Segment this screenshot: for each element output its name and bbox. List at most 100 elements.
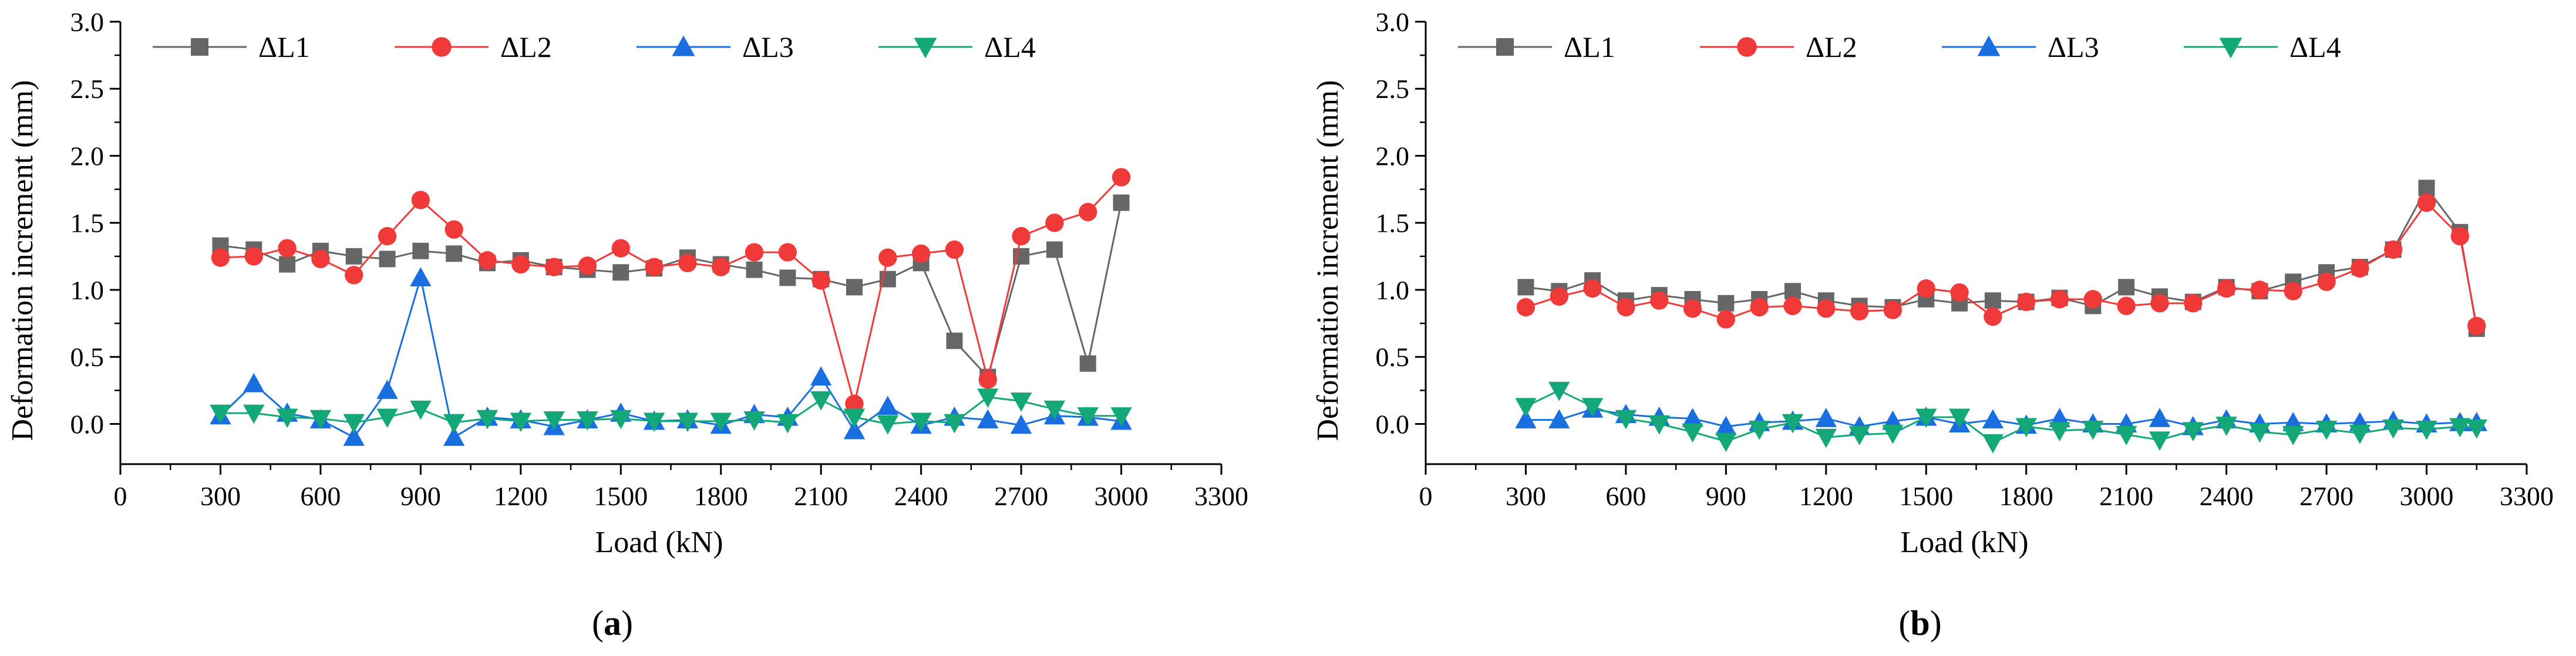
data-point [1617, 297, 1635, 317]
legend-marker [1737, 37, 1757, 57]
data-point [2416, 421, 2437, 440]
data-point [811, 271, 830, 290]
data-point [443, 414, 465, 434]
data-point [2150, 294, 2169, 313]
x-tick-label: 1800 [694, 481, 748, 511]
panel-caption-letter: b [1910, 604, 1930, 643]
data-point [376, 380, 398, 399]
y-tick-label: 2.0 [1376, 141, 1410, 171]
data-point [1515, 409, 1537, 429]
data-point [843, 408, 866, 428]
data-point [877, 395, 899, 415]
data-point [1012, 226, 1031, 246]
data-point [1648, 415, 1670, 435]
data-point [1516, 297, 1536, 317]
x-tick-label: 1800 [1999, 481, 2053, 511]
data-point [1950, 283, 1969, 302]
data-point [1010, 393, 1032, 412]
data-point [411, 191, 430, 209]
data-point [544, 258, 564, 276]
data-point [343, 427, 365, 446]
y-tick-label: 0.0 [70, 409, 105, 439]
legend-label: ΔL1 [258, 31, 310, 63]
x-tick-label: 2700 [2299, 481, 2353, 511]
data-point [779, 269, 796, 286]
data-point [612, 264, 629, 281]
x-tick-label: 2100 [2099, 481, 2153, 511]
data-point [746, 261, 763, 278]
data-point [1718, 295, 1735, 312]
data-point [1716, 310, 1736, 329]
data-point [1010, 414, 1032, 434]
data-point [1984, 307, 2002, 326]
data-point [911, 244, 931, 263]
data-point [977, 409, 999, 429]
x-tick-label: 2100 [794, 481, 848, 511]
data-point [410, 267, 432, 286]
data-point [977, 388, 999, 408]
x-tick-label: 300 [200, 481, 241, 511]
data-point [2082, 421, 2104, 440]
series-line [220, 202, 1123, 379]
data-point [1748, 421, 1770, 440]
legend-marker [432, 37, 452, 57]
data-point [645, 258, 664, 276]
data-point [345, 248, 362, 265]
legend-label: ΔL3 [2048, 31, 2099, 63]
data-point [1583, 279, 1602, 298]
data-point [1883, 300, 1902, 319]
data-point [2050, 290, 2069, 309]
data-point [2182, 422, 2204, 442]
data-point [1984, 292, 2001, 309]
data-point [1682, 408, 1703, 427]
data-point [279, 256, 296, 273]
data-point [2466, 419, 2487, 439]
data-point [743, 411, 765, 431]
data-point [945, 240, 964, 259]
legend-marker [914, 38, 937, 59]
data-point [577, 411, 598, 431]
data-point [1550, 287, 1568, 306]
data-point [1548, 381, 1570, 401]
data-point [276, 408, 298, 428]
data-point [476, 410, 499, 430]
data-point [2249, 423, 2271, 443]
data-point [910, 412, 932, 432]
chart-panel-a: 0 300 600 900 1200 1500 1800 2100 2400 2700 3000 33… [6, 7, 1248, 643]
data-point [510, 412, 532, 432]
data-point [2450, 226, 2470, 246]
data-point [2049, 422, 2070, 442]
x-tick-label: 3000 [2400, 481, 2454, 511]
data-point [2449, 418, 2471, 438]
data-point [946, 332, 963, 349]
data-point [511, 255, 530, 274]
y-tick-label: 1.0 [70, 275, 105, 305]
data-point [2015, 418, 2037, 438]
data-point [2284, 282, 2302, 300]
legend-label: ΔL2 [500, 31, 552, 63]
data-point [2382, 419, 2404, 439]
y-tick-label: 3.0 [70, 7, 105, 37]
data-point [1783, 296, 1802, 316]
legend-item: ΔL4 [2184, 31, 2341, 63]
data-point [446, 245, 463, 262]
legend-label: ΔL3 [742, 31, 794, 63]
data-point [810, 391, 832, 411]
data-point [243, 404, 265, 424]
legend-marker [1496, 38, 1514, 56]
x-tick-label: 3300 [1194, 481, 1248, 511]
data-point [2315, 421, 2338, 440]
data-point [2117, 296, 2136, 316]
data-point [1982, 409, 2004, 429]
data-point [712, 258, 730, 276]
data-point [2250, 280, 2269, 299]
series-delta-L1 [212, 194, 1130, 386]
series-delta-L2 [211, 168, 1131, 413]
x-tick-label: 2700 [994, 481, 1048, 511]
data-point [643, 412, 665, 432]
data-point [2217, 279, 2236, 298]
legend-item: ΔL3 [637, 31, 794, 63]
data-point [944, 414, 965, 434]
legend-marker [2219, 38, 2242, 59]
